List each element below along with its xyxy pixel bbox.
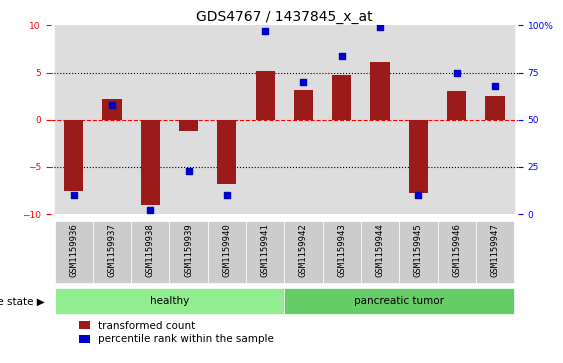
Bar bbox=[55, 221, 93, 283]
Bar bbox=[476, 221, 514, 283]
Bar bbox=[217, 120, 236, 184]
Text: GSM1159940: GSM1159940 bbox=[222, 224, 231, 277]
Bar bbox=[246, 25, 284, 214]
Point bbox=[490, 83, 499, 89]
Bar bbox=[399, 221, 437, 283]
Bar bbox=[323, 221, 361, 283]
Bar bbox=[332, 76, 351, 120]
Text: GSM1159938: GSM1159938 bbox=[146, 224, 155, 277]
Bar bbox=[246, 221, 284, 283]
Bar bbox=[437, 25, 476, 214]
Point bbox=[261, 28, 270, 34]
Bar bbox=[131, 25, 169, 214]
Text: GSM1159936: GSM1159936 bbox=[69, 224, 78, 277]
Bar bbox=[169, 25, 208, 214]
Text: GSM1159944: GSM1159944 bbox=[376, 224, 385, 277]
Bar bbox=[141, 120, 160, 205]
Point bbox=[146, 208, 155, 213]
Bar bbox=[361, 221, 399, 283]
Point bbox=[376, 24, 385, 30]
Text: pancreatic tumor: pancreatic tumor bbox=[354, 296, 444, 306]
Point bbox=[184, 168, 193, 174]
Text: healthy: healthy bbox=[150, 296, 189, 306]
Bar bbox=[284, 288, 514, 314]
Bar bbox=[476, 25, 514, 214]
Point bbox=[337, 53, 346, 58]
Bar bbox=[284, 25, 323, 214]
Bar bbox=[169, 221, 208, 283]
Point bbox=[452, 70, 461, 76]
Text: GSM1159946: GSM1159946 bbox=[452, 224, 461, 277]
Text: GSM1159947: GSM1159947 bbox=[490, 224, 499, 277]
Bar bbox=[370, 62, 390, 120]
Bar bbox=[208, 221, 246, 283]
Bar bbox=[284, 221, 323, 283]
Bar bbox=[208, 25, 246, 214]
Bar bbox=[55, 25, 93, 214]
Bar bbox=[485, 96, 504, 120]
Bar bbox=[437, 221, 476, 283]
Bar bbox=[55, 288, 284, 314]
Bar bbox=[399, 25, 437, 214]
Text: GSM1159943: GSM1159943 bbox=[337, 224, 346, 277]
Text: GSM1159937: GSM1159937 bbox=[108, 224, 117, 277]
Text: GSM1159939: GSM1159939 bbox=[184, 224, 193, 277]
Bar bbox=[294, 90, 313, 120]
Point bbox=[299, 79, 308, 85]
Text: GSM1159945: GSM1159945 bbox=[414, 224, 423, 277]
Bar bbox=[102, 99, 122, 120]
Point bbox=[414, 192, 423, 198]
Bar bbox=[447, 91, 466, 120]
Bar bbox=[64, 120, 83, 191]
Bar bbox=[323, 25, 361, 214]
Text: GSM1159941: GSM1159941 bbox=[261, 224, 270, 277]
Bar bbox=[179, 120, 198, 131]
Bar bbox=[361, 25, 399, 214]
Point bbox=[69, 192, 78, 198]
Point bbox=[108, 102, 117, 107]
Title: GDS4767 / 1437845_x_at: GDS4767 / 1437845_x_at bbox=[196, 11, 373, 24]
Legend: transformed count, percentile rank within the sample: transformed count, percentile rank withi… bbox=[79, 321, 274, 344]
Bar bbox=[256, 71, 275, 120]
Bar bbox=[131, 221, 169, 283]
Bar bbox=[93, 25, 131, 214]
Text: GSM1159942: GSM1159942 bbox=[299, 224, 308, 277]
Bar bbox=[409, 120, 428, 193]
Text: disease state ▶: disease state ▶ bbox=[0, 296, 45, 306]
Bar bbox=[93, 221, 131, 283]
Point bbox=[222, 192, 231, 198]
